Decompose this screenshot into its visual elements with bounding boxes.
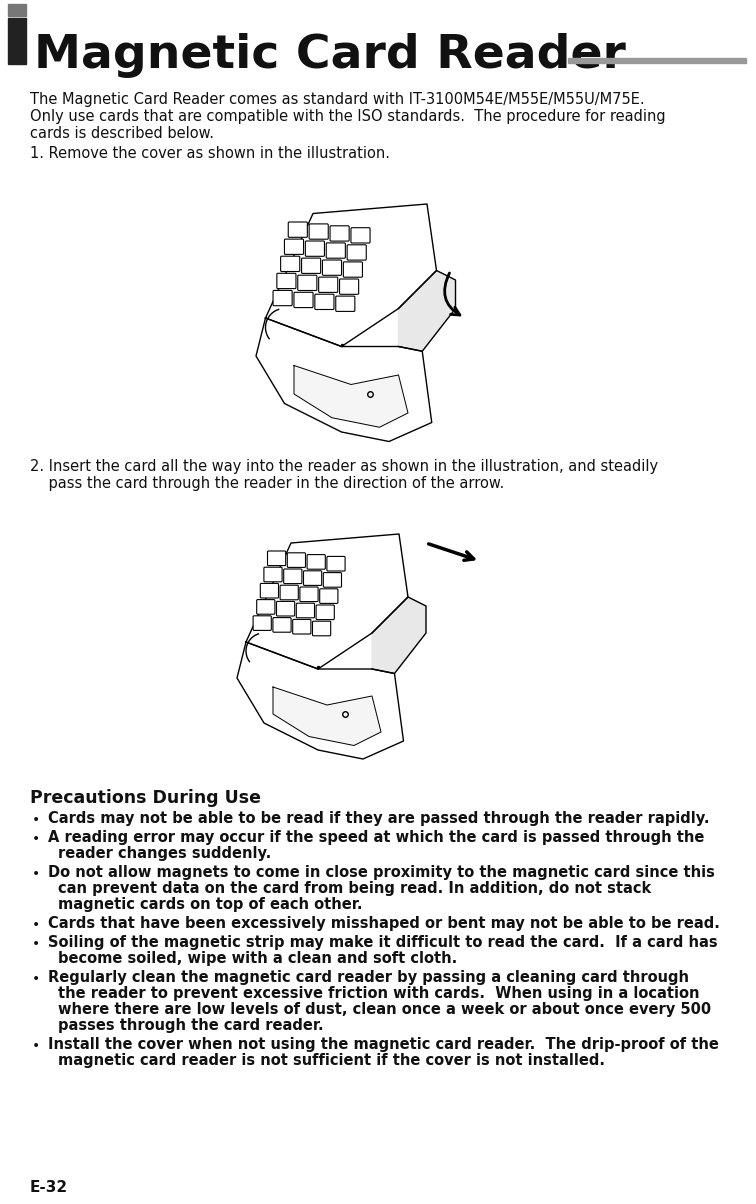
FancyBboxPatch shape xyxy=(260,584,278,598)
Polygon shape xyxy=(256,318,432,442)
FancyBboxPatch shape xyxy=(264,567,282,582)
FancyBboxPatch shape xyxy=(303,571,322,585)
Text: The Magnetic Card Reader comes as standard with IT-3100M54E/M55E/M55U/M75E.: The Magnetic Card Reader comes as standa… xyxy=(30,92,645,107)
Polygon shape xyxy=(273,687,381,745)
Polygon shape xyxy=(265,203,436,347)
FancyBboxPatch shape xyxy=(302,258,321,273)
FancyBboxPatch shape xyxy=(327,556,345,571)
Text: Soiling of the magnetic strip may make it difficult to read the card.  If a card: Soiling of the magnetic strip may make i… xyxy=(48,936,717,950)
FancyBboxPatch shape xyxy=(314,294,334,309)
Text: Cards that have been excessively misshaped or bent may not be able to be read.: Cards that have been excessively misshap… xyxy=(48,916,720,931)
FancyBboxPatch shape xyxy=(343,262,362,277)
Text: reader changes suddenly.: reader changes suddenly. xyxy=(58,846,271,861)
FancyBboxPatch shape xyxy=(316,604,334,620)
FancyBboxPatch shape xyxy=(294,293,313,307)
Text: 2. Insert the card all the way into the reader as shown in the illustration, and: 2. Insert the card all the way into the … xyxy=(30,459,658,474)
Text: •: • xyxy=(32,1039,40,1054)
Text: passes through the card reader.: passes through the card reader. xyxy=(58,1019,324,1033)
FancyBboxPatch shape xyxy=(324,573,342,588)
FancyBboxPatch shape xyxy=(284,240,304,254)
Text: •: • xyxy=(32,867,40,881)
FancyBboxPatch shape xyxy=(327,243,345,258)
FancyBboxPatch shape xyxy=(287,553,305,567)
Bar xyxy=(568,58,746,63)
Text: Cards may not be able to be read if they are passed through the reader rapidly.: Cards may not be able to be read if they… xyxy=(48,811,709,826)
FancyBboxPatch shape xyxy=(284,569,302,584)
Bar xyxy=(8,18,26,64)
FancyBboxPatch shape xyxy=(277,273,296,289)
Polygon shape xyxy=(398,271,456,352)
FancyBboxPatch shape xyxy=(257,600,275,614)
FancyBboxPatch shape xyxy=(307,555,325,569)
FancyBboxPatch shape xyxy=(339,279,358,294)
FancyBboxPatch shape xyxy=(293,619,311,635)
Text: •: • xyxy=(32,832,40,846)
Text: become soiled, wipe with a clean and soft cloth.: become soiled, wipe with a clean and sof… xyxy=(58,951,457,966)
Polygon shape xyxy=(246,535,408,669)
Text: cards is described below.: cards is described below. xyxy=(30,126,214,141)
Text: A reading error may occur if the speed at which the card is passed through the: A reading error may occur if the speed a… xyxy=(48,830,705,845)
Text: Regularly clean the magnetic card reader by passing a cleaning card through: Regularly clean the magnetic card reader… xyxy=(48,970,689,985)
Text: where there are low levels of dust, clean once a week or about once every 500: where there are low levels of dust, clea… xyxy=(58,1002,711,1017)
Text: E-32: E-32 xyxy=(30,1180,68,1196)
Text: can prevent data on the card from being read. In addition, do not stack: can prevent data on the card from being … xyxy=(58,881,651,896)
Text: •: • xyxy=(32,937,40,951)
Text: pass the card through the reader in the direction of the arrow.: pass the card through the reader in the … xyxy=(30,476,504,491)
Text: magnetic card reader is not sufficient if the cover is not installed.: magnetic card reader is not sufficient i… xyxy=(58,1054,605,1068)
Polygon shape xyxy=(237,642,404,759)
Text: •: • xyxy=(32,917,40,932)
FancyBboxPatch shape xyxy=(288,222,308,237)
Text: the reader to prevent excessive friction with cards.  When using in a location: the reader to prevent excessive friction… xyxy=(58,986,699,1001)
FancyBboxPatch shape xyxy=(300,588,318,602)
Bar xyxy=(8,4,26,16)
FancyBboxPatch shape xyxy=(336,296,355,312)
Polygon shape xyxy=(372,597,426,673)
FancyBboxPatch shape xyxy=(298,276,317,290)
Text: Do not allow magnets to come in close proximity to the magnetic card since this: Do not allow magnets to come in close pr… xyxy=(48,864,715,880)
FancyBboxPatch shape xyxy=(273,618,291,632)
FancyBboxPatch shape xyxy=(280,585,299,600)
FancyBboxPatch shape xyxy=(318,277,338,293)
FancyBboxPatch shape xyxy=(277,602,295,616)
FancyBboxPatch shape xyxy=(280,256,299,271)
Text: Magnetic Card Reader: Magnetic Card Reader xyxy=(34,33,626,78)
Polygon shape xyxy=(294,366,408,427)
Text: •: • xyxy=(32,972,40,986)
FancyBboxPatch shape xyxy=(323,260,342,276)
FancyBboxPatch shape xyxy=(330,226,349,241)
FancyBboxPatch shape xyxy=(351,228,370,243)
Text: Install the cover when not using the magnetic card reader.  The drip-proof of th: Install the cover when not using the mag… xyxy=(48,1037,719,1052)
FancyBboxPatch shape xyxy=(347,244,366,260)
Text: magnetic cards on top of each other.: magnetic cards on top of each other. xyxy=(58,897,362,911)
FancyBboxPatch shape xyxy=(305,241,324,256)
FancyBboxPatch shape xyxy=(273,290,292,306)
FancyBboxPatch shape xyxy=(320,589,338,603)
Text: Precautions During Use: Precautions During Use xyxy=(30,789,261,807)
FancyBboxPatch shape xyxy=(253,615,271,631)
FancyBboxPatch shape xyxy=(309,224,328,240)
Text: Only use cards that are compatible with the ISO standards.  The procedure for re: Only use cards that are compatible with … xyxy=(30,110,665,124)
FancyBboxPatch shape xyxy=(296,603,314,618)
FancyBboxPatch shape xyxy=(312,621,330,636)
FancyBboxPatch shape xyxy=(268,551,286,566)
Text: 1. Remove the cover as shown in the illustration.: 1. Remove the cover as shown in the illu… xyxy=(30,146,390,161)
Text: •: • xyxy=(32,813,40,827)
